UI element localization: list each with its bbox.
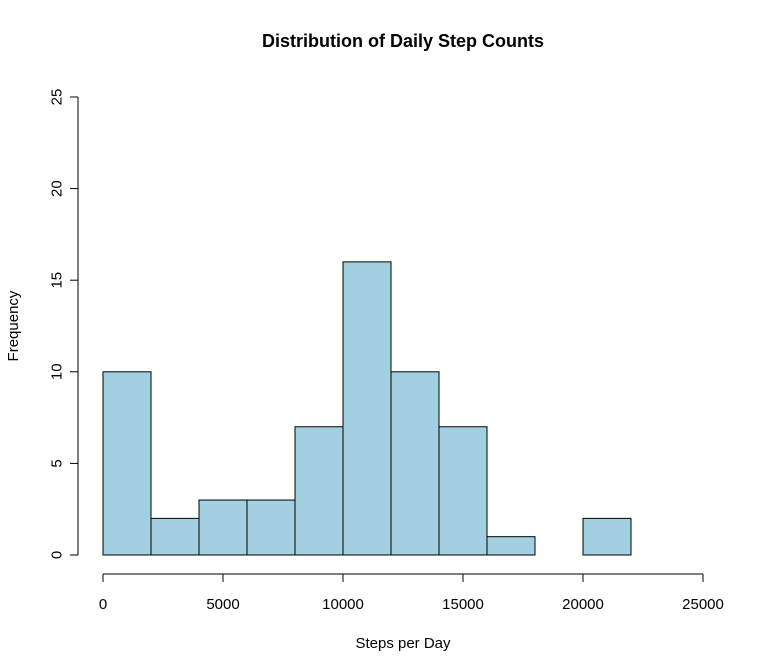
histogram-bar — [438, 426, 488, 556]
x-tick-label: 10000 — [322, 596, 364, 613]
bars-group — [102, 261, 632, 556]
histogram-bar — [102, 371, 152, 556]
y-tick-label: 25 — [48, 89, 65, 106]
y-tick-label: 5 — [48, 459, 65, 467]
histogram-bar — [582, 517, 632, 556]
y-tick-label: 0 — [48, 551, 65, 559]
x-tick-label: 15000 — [442, 596, 484, 613]
y-axis: 0 5 10 15 20 25 — [48, 89, 79, 559]
histogram-bar — [150, 517, 200, 556]
y-tick-label: 10 — [48, 363, 65, 380]
chart-title: Distribution of Daily Step Counts — [262, 31, 544, 51]
y-tick-label: 15 — [48, 272, 65, 289]
histogram-bar — [198, 499, 248, 556]
x-axis: 0 5000 10000 15000 20000 25000 — [99, 573, 724, 613]
histogram-bar — [390, 371, 440, 556]
histogram-bar — [342, 261, 392, 556]
y-axis-label: Frequency — [5, 290, 22, 361]
y-tick-label: 20 — [48, 180, 65, 197]
x-tick-label: 0 — [99, 596, 107, 613]
histogram-bar — [246, 499, 296, 556]
histogram-bar — [486, 536, 536, 556]
x-tick-label: 25000 — [682, 596, 724, 613]
x-tick-label: 20000 — [562, 596, 604, 613]
x-axis-label: Steps per Day — [355, 635, 451, 652]
histogram-bar — [294, 426, 344, 556]
x-tick-label: 5000 — [206, 596, 239, 613]
